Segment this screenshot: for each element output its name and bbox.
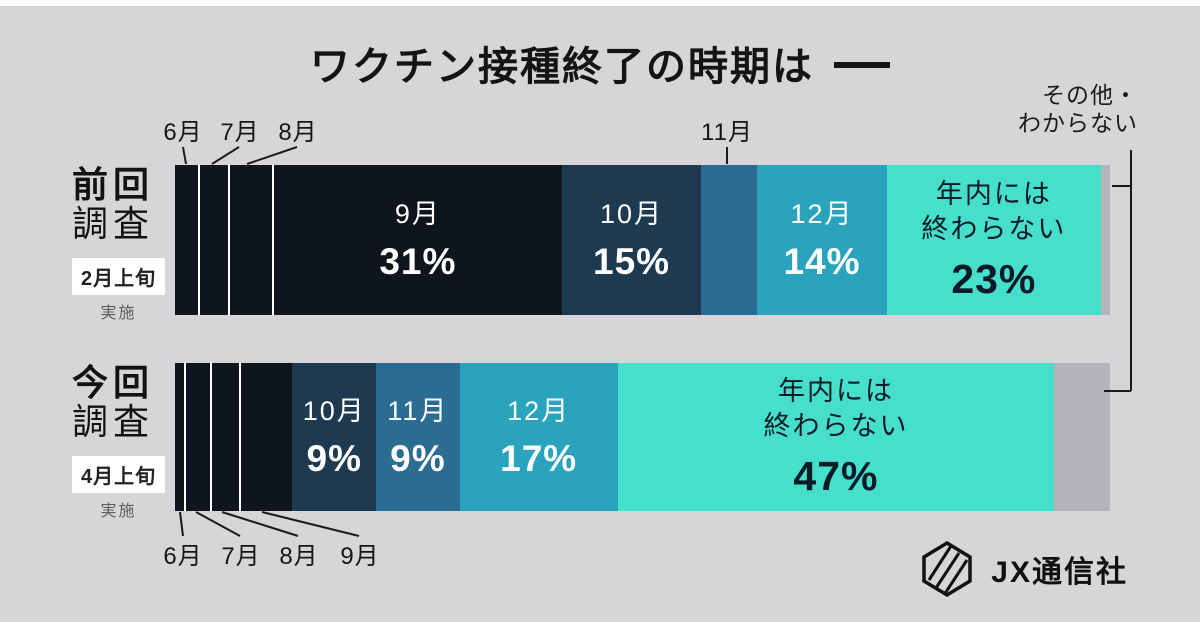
bar-segment-11月 <box>701 165 757 315</box>
month-callout-now-aug: 8月 <box>279 543 319 570</box>
chart-title-text: ワクチン接種終了の時期は <box>310 45 814 89</box>
bar-segment-年内には終わらない: 年内には 終わらない 47% <box>617 363 1055 511</box>
segment-label: 10月 9% <box>302 395 366 480</box>
segment-label: 12月 14% <box>783 198 861 283</box>
chart-title: ワクチン接種終了の時期は <box>0 34 1200 92</box>
bar-segment-12月: 12月 14% <box>756 165 888 315</box>
bar-segment-年内には終わらない: 年内には 終わらない 23% <box>887 165 1101 315</box>
previous-survey-title-line1: 前回 <box>72 164 155 205</box>
bar-segment-9月 <box>241 363 293 511</box>
previous-survey-header: 前回 調査 2月上旬 実施 <box>72 164 180 323</box>
month-callout-prev-nov: 11月 <box>701 119 753 146</box>
month-callout-now-sep: 9月 <box>340 543 380 570</box>
bar-segment-7月 <box>186 363 212 511</box>
segment-label: 12月 17% <box>500 395 578 480</box>
title-dash <box>834 62 890 68</box>
jx-logo: JX通信社 <box>921 540 1128 598</box>
bar-segment-10月: 10月 15% <box>561 165 702 315</box>
segment-label: 年内には 終わらない 23% <box>921 178 1067 303</box>
month-callout-prev-jun: 6月 <box>163 119 203 146</box>
bar-segment-その他・わからない <box>1054 363 1110 511</box>
segment-label: 年内には 終わらない 47% <box>763 375 909 500</box>
bottom-white-frame <box>0 622 1200 630</box>
previous-survey-bar: 9月 31% 10月 15% 12月 14% 年内には 終わらない 23% <box>175 165 1110 315</box>
previous-survey-period: 2月上旬 実施 <box>72 257 166 323</box>
bar-segment-7月 <box>200 165 231 315</box>
current-survey-bar: 10月 9% 11月 9% 12月 17% 年内には 終わらない 47% <box>175 363 1110 511</box>
current-period-note: 実施 <box>100 502 137 520</box>
other-unknown-label: その他・ わからない <box>1018 82 1138 137</box>
month-callout-prev-aug: 8月 <box>278 119 318 146</box>
jx-logo-text: JX通信社 <box>991 556 1128 589</box>
top-white-frame <box>0 0 1200 6</box>
jx-logo-icon <box>922 540 973 598</box>
bar-segment-6月 <box>175 165 201 315</box>
current-period-badge: 4月上旬 <box>72 455 166 493</box>
bar-segment-8月 <box>211 363 242 511</box>
segment-label: 9月 31% <box>379 198 457 283</box>
other-label-line1: その他・ <box>1042 82 1138 108</box>
bar-segment-12月: 12月 17% <box>459 363 618 511</box>
bar-segment-11月: 11月 9% <box>376 363 460 511</box>
previous-survey-title-line2: 調査 <box>72 202 155 244</box>
month-callout-now-jul: 7月 <box>221 543 261 570</box>
current-survey-header: 今回 調査 4月上旬 実施 <box>72 362 180 521</box>
bar-segment-9月: 9月 31% <box>273 165 562 315</box>
other-label-line2: わからない <box>1018 109 1138 136</box>
month-callout-now-jun: 6月 <box>163 543 203 570</box>
bar-segment-6月 <box>175 363 187 511</box>
current-survey-title-line1: 今回 <box>72 362 155 403</box>
month-callout-prev-jul: 7月 <box>220 119 260 146</box>
segment-label: 11月 9% <box>387 395 449 480</box>
previous-period-note: 実施 <box>100 304 137 322</box>
current-survey-period: 4月上旬 実施 <box>72 455 166 521</box>
bar-segment-その他・わからない <box>1100 165 1110 315</box>
previous-period-badge: 2月上旬 <box>72 257 166 295</box>
segment-label: 10月 15% <box>593 198 671 283</box>
bar-segment-8月 <box>230 165 274 315</box>
current-survey-title-line2: 調査 <box>72 400 155 442</box>
bar-segment-10月: 10月 9% <box>292 363 377 511</box>
